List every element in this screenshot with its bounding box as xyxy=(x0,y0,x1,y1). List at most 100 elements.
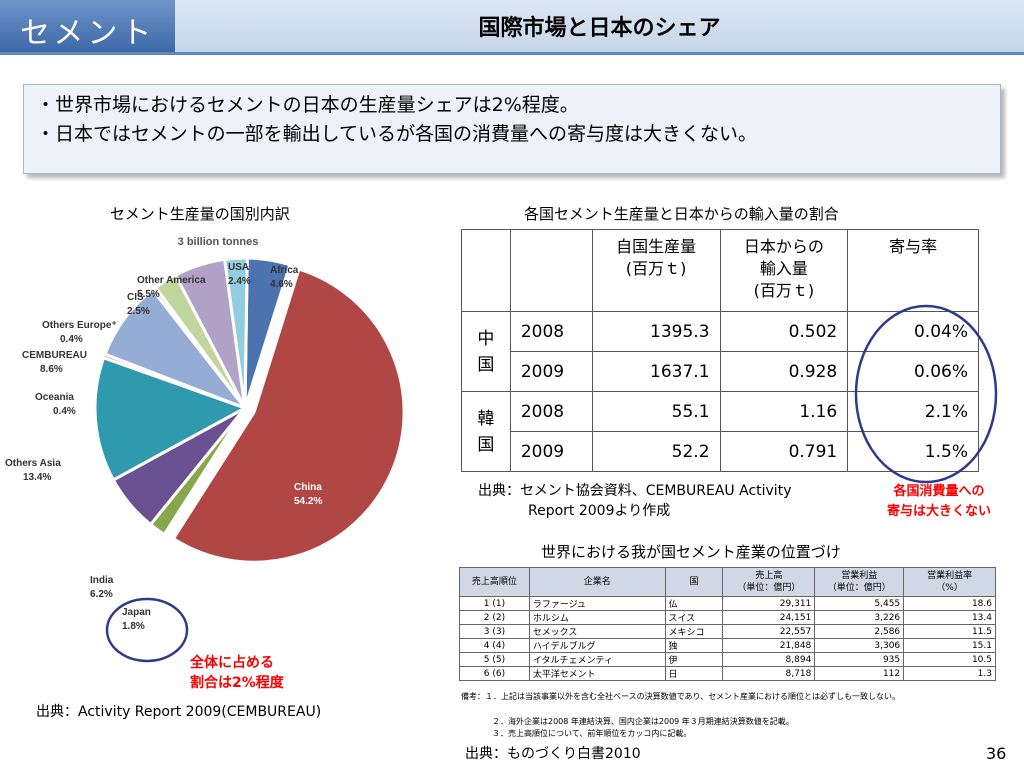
country-cell: 独 xyxy=(664,638,724,653)
table-row: 3 (3) セメックス メキシコ 22,557 2,586 11.5 xyxy=(459,624,996,639)
sales-cell: 8,894 xyxy=(722,652,816,667)
slice-name-others-europe: Others Europe⁺ xyxy=(42,320,117,331)
imports-cell: 1.16 xyxy=(719,391,849,432)
slice-name-usa: USA xyxy=(228,262,249,273)
rank-cell: 3 (3) xyxy=(459,624,530,639)
profit-cell: 112 xyxy=(814,666,905,681)
ratio-cell: 2.1% xyxy=(847,391,979,432)
year-cell: 2009 xyxy=(509,431,593,472)
summary-box: ・世界市場におけるセメントの日本の生産量シェアは2%程度。 ・日本ではセメントの… xyxy=(23,84,1001,174)
company-cell: ハイデルブルグ xyxy=(528,638,666,653)
margin-cell: 18.6 xyxy=(903,596,996,611)
header-production: 自国生産量 (百万ｔ) xyxy=(591,229,721,312)
ratio-cell: 0.04% xyxy=(847,311,979,352)
slice-name-other-america: Other America xyxy=(137,275,206,286)
bullet-1: ・世界市場におけるセメントの日本の生産量シェアは2%程度。 xyxy=(36,94,579,116)
pie-source: 出典：Activity Report 2009(CEMBUREAU) xyxy=(36,704,322,720)
production-cell: 55.1 xyxy=(591,391,721,432)
year-cell: 2008 xyxy=(509,391,593,432)
sales-cell: 24,151 xyxy=(722,610,816,625)
pie-slice-usa xyxy=(223,256,249,409)
country-korea: 韓 国 xyxy=(461,391,511,472)
country-cell: 伊 xyxy=(664,652,724,667)
import-table-source: 出典：セメント協会資料、CEMBUREAU Activity Report 20… xyxy=(478,481,791,521)
slice-value-africa: 4.6% xyxy=(270,279,293,290)
margin-cell: 10.5 xyxy=(903,652,996,667)
margin-cell: 11.5 xyxy=(903,624,996,639)
margin-cell: 13.4 xyxy=(903,610,996,625)
rank-cell: 1 (1) xyxy=(459,596,530,611)
ranking-source: 出典：ものづくり白書2010 xyxy=(465,746,641,762)
sales-cell: 29,311 xyxy=(722,596,816,611)
ranking-note-3: ３．売上高順位について、前年順位をカッコ内に記載。 xyxy=(492,729,692,738)
production-cell: 52.2 xyxy=(591,431,721,472)
header-ratio: 寄与率 xyxy=(847,229,979,312)
slice-name-china: China xyxy=(294,482,322,493)
slice-value-cembureau: 8.6% xyxy=(40,364,63,375)
header-profit: 営業利益 （単位：億円） xyxy=(814,567,905,597)
country-cell: メキシコ xyxy=(664,624,724,639)
ranking-table: 売上高順位 企業名 国 売上高 （単位：億円） 営業利益 （単位：億円） 営業利… xyxy=(459,567,996,681)
imports-cell: 0.502 xyxy=(719,311,849,352)
japan-highlight-circle xyxy=(105,597,189,663)
slice-name-africa: Africa xyxy=(270,265,299,276)
pie-callout-line2: 割合は2%程度 xyxy=(190,675,284,691)
ranking-note-1: 備考：１．上記は当該事業以外を含む全社ベースの決算数値であり、セメント産業におけ… xyxy=(461,692,901,701)
header-country: 国 xyxy=(664,567,724,597)
ranking-table-caption: 世界における我が国セメント産業の位置づけ xyxy=(541,543,841,561)
country-china: 中 国 xyxy=(461,311,511,392)
pie-slice-others-asia xyxy=(93,355,249,482)
slice-name-others-asia: Others Asia xyxy=(5,458,61,469)
margin-cell: 15.1 xyxy=(903,638,996,653)
country-cell: 仏 xyxy=(664,596,724,611)
header-rank: 売上高順位 xyxy=(459,567,530,597)
year-cell: 2009 xyxy=(509,351,593,392)
slice-value-usa: 2.4% xyxy=(228,276,251,287)
chart-title: 3 billion tonnes xyxy=(178,236,259,248)
slice-name-india: India xyxy=(90,575,114,586)
header-sales: 売上高 （単位：億円） xyxy=(722,567,816,597)
ratio-highlight-ellipse xyxy=(854,304,998,484)
blank-header xyxy=(509,229,593,312)
rank-cell: 2 (2) xyxy=(459,610,530,625)
bullet-2: ・日本ではセメントの一部を輸出しているが各国の消費量への寄与度は大きくない。 xyxy=(36,123,758,145)
slice-value-india: 6.2% xyxy=(90,589,113,600)
slice-value-oceania: 0.4% xyxy=(53,406,76,417)
company-cell: 太平洋セメント xyxy=(528,666,666,681)
profit-cell: 5,455 xyxy=(814,596,905,611)
country-cell: 日 xyxy=(664,666,724,681)
year-cell: 2008 xyxy=(509,311,593,352)
import-table: 自国生産量 (百万ｔ) 日本からの 輸入量 (百万ｔ) 寄与率 中 国 2008… xyxy=(461,229,979,472)
production-cell: 1395.3 xyxy=(591,311,721,352)
table-row: 6 (6) 太平洋セメント 日 8,718 112 1.3 xyxy=(459,666,996,681)
blank-header xyxy=(461,229,511,312)
production-cell: 1637.1 xyxy=(591,351,721,392)
import-callout-line2: 寄与は大きくない xyxy=(887,504,992,519)
pie-chart: 3 billion tonnes Africa 4.6% China 54.2% Japa… xyxy=(5,236,406,663)
import-source-line2: Report 2009より作成 xyxy=(528,503,671,519)
ratio-cell: 0.06% xyxy=(847,351,979,392)
table-row: 2 (2) ホルシム スイス 24,151 3,226 13.4 xyxy=(459,610,996,625)
slice-name-cis: CIS xyxy=(127,292,144,303)
rank-cell: 6 (6) xyxy=(459,666,530,681)
rank-cell: 4 (4) xyxy=(459,638,530,653)
pie-callout-line1: 全体に占める xyxy=(190,655,274,671)
pie-slice-china xyxy=(171,267,406,564)
table-row: 1 (1) ラファージュ 仏 29,311 5,455 18.6 xyxy=(459,596,996,611)
slice-value-others-asia: 13.4% xyxy=(23,472,51,483)
header-bar: セメント 国際市場と日本のシェア xyxy=(0,0,1024,52)
section-tab: セメント xyxy=(0,0,175,52)
company-cell: イタルチェメンティ xyxy=(528,652,666,667)
profit-cell: 935 xyxy=(814,652,905,667)
import-source-line1: 出典：セメント協会資料、CEMBUREAU Activity xyxy=(478,483,792,499)
slice-value-cis: 2.5% xyxy=(127,306,150,317)
page-title: 国際市場と日本のシェア xyxy=(478,16,721,41)
company-cell: ホルシム xyxy=(528,610,666,625)
table-row: 4 (4) ハイデルブルグ 独 21,848 3,306 15.1 xyxy=(459,638,996,653)
header-imports: 日本からの 輸入量 (百万ｔ) xyxy=(719,229,849,312)
ranking-note-2: ２．海外企業は2008 年連結決算、国内企業は2009 年３月期連結決算数値を記… xyxy=(492,717,794,726)
sales-cell: 8,718 xyxy=(722,666,816,681)
slice-value-japan: 1.8% xyxy=(122,621,145,632)
company-cell: ラファージュ xyxy=(528,596,666,611)
header-company: 企業名 xyxy=(528,567,666,597)
